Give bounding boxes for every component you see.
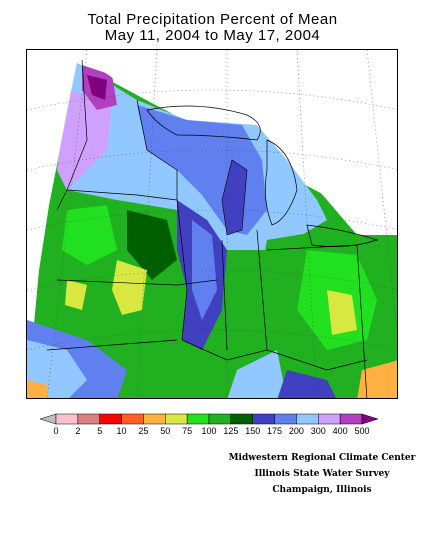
lake-outlines — [146, 105, 379, 248]
zone-darkgreen-1 — [127, 210, 177, 280]
credit-line2: Illinois State Water Survey — [254, 469, 390, 479]
legend-label: 2 — [75, 426, 81, 436]
zone-lightblue-sw — [27, 340, 87, 398]
legend-label: 50 — [160, 426, 171, 436]
legend-swatch — [208, 413, 232, 425]
legend-swatch — [55, 413, 79, 425]
legend-swatch — [143, 413, 166, 425]
zone-blue-east — [277, 370, 336, 398]
legend-label: 200 — [288, 426, 304, 436]
credit-line3: Champaign, Illinois — [272, 485, 372, 495]
map-canvas — [27, 50, 397, 398]
legend-label: 400 — [332, 426, 348, 436]
zone-yellowgreen-1 — [112, 260, 147, 315]
credit-line1: Midwestern Regional Climate Center — [228, 453, 416, 463]
zone-darkpurple-nw — [87, 75, 107, 100]
legend-label: 300 — [310, 426, 326, 436]
legend-label: 100 — [201, 426, 217, 436]
legend-label: 75 — [182, 426, 193, 436]
graticule — [27, 50, 397, 398]
legend-swatch — [252, 413, 275, 425]
legend-arrow-left — [40, 413, 57, 425]
map-title-line2: May 11, 2004 to May 17, 2004 — [104, 27, 321, 44]
legend-swatch — [99, 413, 122, 425]
zone-lightblue-illinois — [192, 220, 217, 320]
legend-swatch — [296, 413, 319, 425]
legend-swatch — [186, 413, 210, 425]
legend-label: 125 — [223, 426, 239, 436]
legend-swatch — [230, 413, 253, 425]
lake-michigan — [221, 159, 248, 236]
zone-lightblue-east — [227, 350, 287, 398]
legend-label: 500 — [354, 426, 370, 436]
mask-north — [27, 50, 397, 235]
zone-yellowgreen-2 — [65, 280, 87, 310]
legend-label: 5 — [97, 426, 103, 436]
zone-lavender-nw — [57, 90, 112, 190]
legend-colorbar — [40, 413, 379, 425]
legend-label: 175 — [267, 426, 283, 436]
legend-label: 10 — [116, 426, 127, 436]
zone-orange-sw — [27, 380, 49, 398]
precipitation-map — [26, 49, 398, 399]
legend-swatch — [339, 413, 363, 425]
legend-swatch — [121, 413, 144, 425]
legend-label: 0 — [53, 426, 59, 436]
legend-label: 25 — [138, 426, 149, 436]
map-title-line1: Total Precipitation Percent of Mean — [87, 11, 338, 28]
legend-swatch — [77, 413, 100, 425]
zone-brightgreen-1 — [62, 205, 117, 265]
legend-label: 150 — [245, 426, 261, 436]
legend-swatch — [274, 413, 297, 425]
zone-yellowgreen-east — [327, 290, 357, 335]
legend-swatch — [318, 413, 341, 425]
zone-yellow-se — [357, 360, 397, 398]
legend-arrow-right — [361, 413, 379, 425]
legend-swatch — [165, 413, 188, 425]
